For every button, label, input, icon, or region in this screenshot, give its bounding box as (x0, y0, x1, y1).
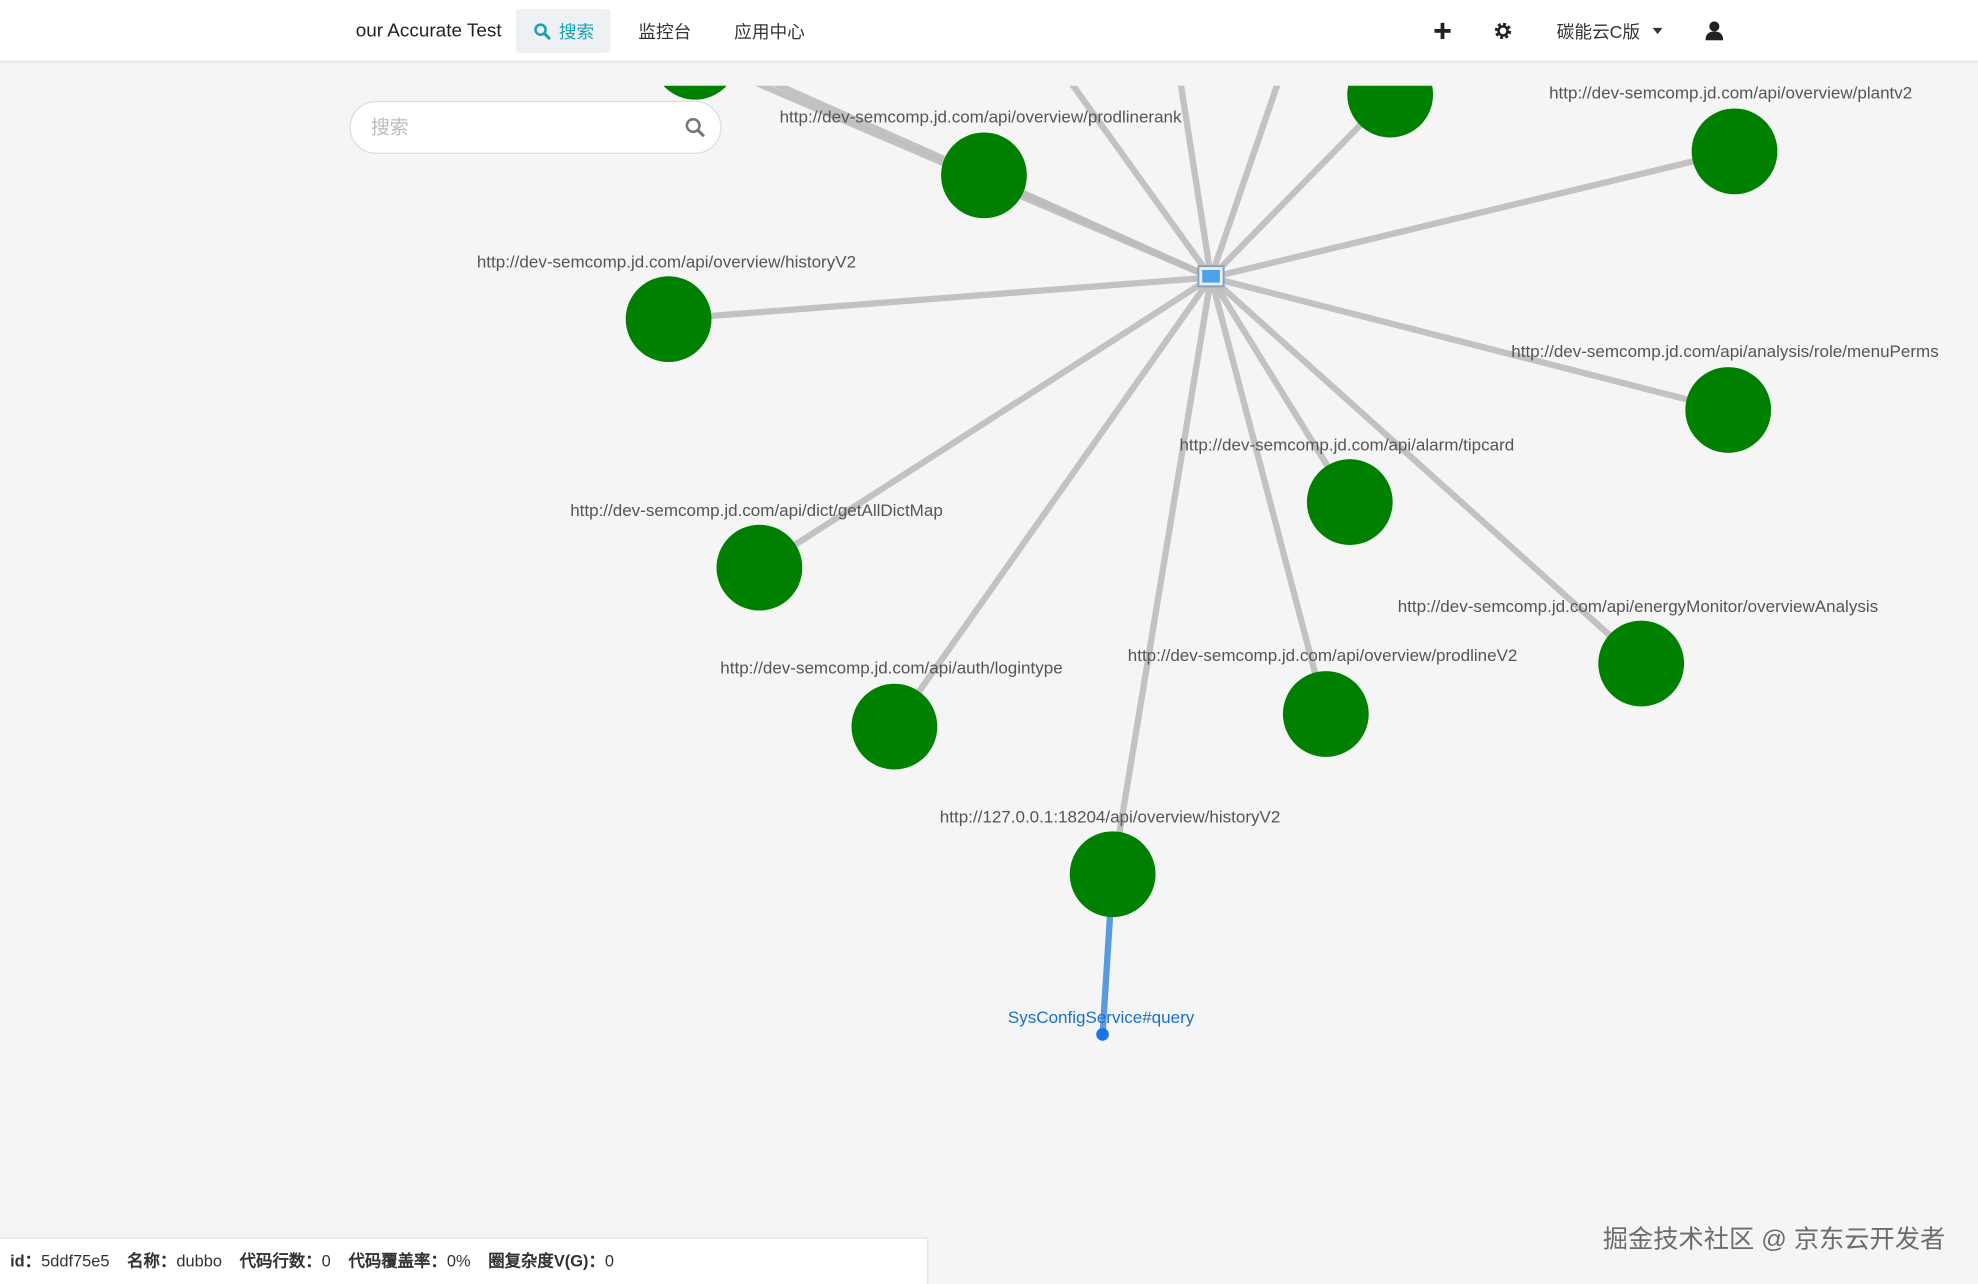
edge (757, 274, 1213, 571)
status-field: 代码行数：0 (240, 1251, 331, 1270)
status-value: 0 (321, 1251, 331, 1271)
hub-screen (1202, 269, 1220, 283)
node (716, 524, 803, 611)
edge (1109, 277, 1215, 875)
node-label: http://dev-semcomp.jd.com/api/overview/h… (477, 252, 856, 271)
node (1347, 85, 1434, 138)
node (941, 132, 1027, 219)
nav-active-bg (515, 8, 611, 53)
node-label: http://dev-semcomp.jd.com/api/dict/getAl… (570, 501, 943, 520)
edge (891, 275, 1214, 729)
add-icon[interactable] (1434, 22, 1451, 40)
search-icon (534, 23, 552, 41)
user-icon[interactable] (1705, 21, 1724, 41)
search-input[interactable]: 搜索 (349, 100, 722, 154)
node (1282, 671, 1369, 757)
node-label: http://dev-semcomp.jd.com/api/overview/p… (1128, 646, 1518, 665)
node (1306, 459, 1393, 545)
edge (1177, 85, 1215, 279)
edge (1210, 148, 1736, 281)
status-bar: id：5ddf75e5 名称：dubbo 代码行数：0 代码覆盖率：0% 圈复杂度V(G… (0, 1237, 929, 1284)
search-placeholder: 搜索 (370, 117, 409, 139)
node (1685, 367, 1772, 453)
node (625, 276, 712, 363)
nav-item[interactable]: 搜索 (558, 21, 595, 42)
node-label: http://dev-semcomp.jd.com/api/auth/login… (720, 659, 1062, 678)
status-value: dubbo (176, 1251, 222, 1271)
settings-icon[interactable] (1494, 22, 1512, 40)
status-value: 0 (604, 1251, 614, 1271)
caret (1652, 27, 1663, 35)
node (1598, 620, 1685, 707)
node-label: http://dev-semcomp.jd.com/api/alarm/tipc… (1179, 435, 1514, 454)
node-label: http://127.0.0.1:18204/api/overview/hist… (940, 807, 1281, 826)
node (1691, 108, 1778, 195)
status-field: 名称：dubbo (127, 1251, 222, 1270)
status-field: 圈复杂度V(G)：0 (488, 1251, 614, 1270)
leaf-node (1096, 1028, 1109, 1041)
status-label: id： (10, 1251, 42, 1271)
node (851, 683, 938, 770)
edge (1208, 275, 1353, 504)
status-label: 名称： (127, 1251, 177, 1271)
search-icon[interactable] (685, 117, 705, 138)
workspace-select[interactable]: 碳能云C版 (1556, 21, 1641, 42)
status-field: 代码覆盖率：0% (348, 1251, 470, 1270)
edge (1208, 275, 1644, 666)
edge (1069, 85, 1214, 280)
edge (1207, 276, 1329, 715)
node-label: http://dev-semcomp.jd.com/api/overview/p… (780, 107, 1182, 126)
status-field: id：5ddf75e5 (10, 1251, 109, 1270)
nav-item[interactable]: 应用中心 (734, 21, 805, 42)
nav-item[interactable]: 监控台 (638, 21, 692, 42)
status-value: 5ddf75e5 (41, 1251, 110, 1271)
status-label: 代码覆盖率： (348, 1251, 447, 1271)
node-label: http://dev-semcomp.jd.com/api/energyMoni… (1398, 597, 1878, 616)
status-label: 圈复杂度V(G)： (488, 1251, 605, 1271)
watermark: 掘金技术社区 @ 京东云开发者 (1602, 1226, 1946, 1254)
edge (1208, 85, 1281, 279)
node (1069, 831, 1156, 918)
node-label: http://dev-semcomp.jd.com/api/analysis/r… (1511, 342, 1938, 361)
navbar: our Accurate Test 搜索 监控台 应用中心 碳能云C版 (0, 0, 1978, 62)
node (663, 85, 727, 100)
edge (1210, 274, 1730, 414)
brand[interactable]: our Accurate Test (355, 20, 502, 42)
node-label: http://dev-semcomp.jd.com/api/overview/p… (1549, 83, 1912, 102)
edge (668, 274, 1212, 323)
leaf-label: SysConfigService#query (1008, 1008, 1195, 1027)
status-label: 代码行数： (239, 1251, 322, 1271)
status-value: 0% (446, 1251, 471, 1271)
